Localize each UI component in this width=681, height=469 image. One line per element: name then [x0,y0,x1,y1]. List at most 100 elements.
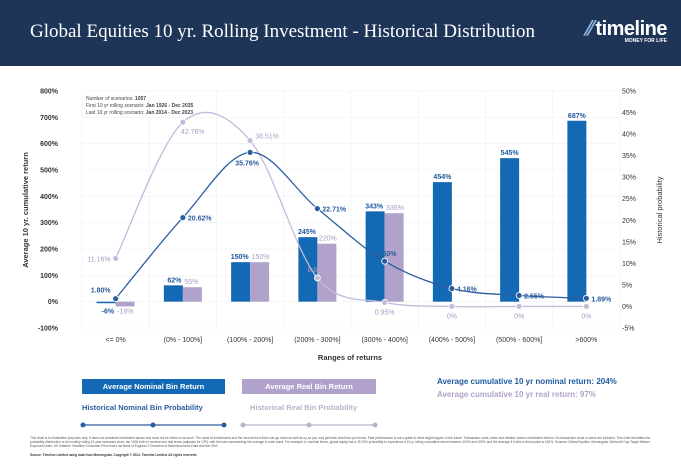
real-probability-point [448,303,456,310]
y2-tick-label: 25% [622,196,636,203]
real-probability-label: 38.51% [255,134,279,141]
nominal-bar-label: 545% [501,150,520,157]
nominal-bar-label: 343% [365,203,384,210]
logo-swoosh-icon: ⫽ [584,18,593,40]
real-bar [384,213,404,302]
real-bar-label: 220% [319,236,337,243]
nominal-probability-point [313,205,321,212]
real-probability-label: 11.16% [87,256,110,263]
legend-nominal-line-label: Historical Nominal Bin Probability [82,403,203,412]
y2-tick-label: 10% [622,261,636,268]
nominal-bar [500,158,520,302]
gridlines [81,90,621,329]
y2-axis-title: Historical probability [655,176,664,243]
nominal-bar [163,285,183,302]
scenario-info: Number of scenarios: 1057 First 10 yr ro… [86,96,194,116]
nominal-bar-label: 687% [568,113,587,120]
real-bar [182,287,202,302]
real-probability-label: 0% [581,313,591,320]
nominal-probability-label: 22.71% [322,207,347,214]
real-bar-label: 150% [252,254,270,261]
disclaimer: This chart is for illustrative purposes … [30,436,651,449]
nominal-bar [567,120,587,302]
real-probability-point [381,298,389,306]
page-title: Global Equities 10 yr. Rolling Investmen… [30,21,536,42]
x-tick-label: <= 0% [106,337,126,344]
real-probability-label: 0% [447,313,457,320]
real-bar [250,262,270,302]
y-tick-label: 100% [40,273,59,280]
timeline-logo: ⫽ timeline MONEY FOR LIFE [584,18,667,44]
nominal-bar [96,301,116,304]
nominal-bar-label: 245% [298,229,317,236]
y-tick-label: 0% [48,299,59,306]
data-labels: -6% 62% 150% 245% 343% 454% 545% 687% -18% 55% 150… [87,113,612,321]
real-probability-label: 0% [514,313,524,320]
y-tick-label: 200% [40,247,59,254]
footer: This chart is for illustrative purposes … [30,436,655,457]
nominal-bar-label: 454% [433,174,452,181]
real-probability-point [582,303,590,310]
nominal-bar [365,211,385,302]
x-tick-label: (300% - 400%] [361,337,407,344]
avg-nominal-return: Average cumulative 10 yr nominal return:… [437,377,617,386]
nominal-probability-point [246,148,254,156]
nominal-probability-label: 4.16% [457,287,478,294]
nominal-probability-point [582,294,590,302]
y-tick-label: -100% [38,326,59,333]
bars [96,120,587,307]
y2-tick-label: 40% [622,132,636,139]
nominal-probability-point [112,295,120,303]
axis-ticks: -100% 0% 100% 200% 300% 400% 500% 600% 700% 800% -… [38,89,636,345]
legend-real-bar: Average Real Bin Return [242,379,376,394]
y2-tick-label: 20% [622,218,636,225]
y2-tick-label: 0% [622,304,632,311]
y-tick-label: 400% [40,194,59,201]
y-tick-label: 800% [40,89,59,96]
nominal-bar-label: 150% [231,254,250,261]
y2-tick-label: 30% [622,175,636,182]
x-tick-label: (200% - 300%] [294,337,340,344]
y-tick-label: 300% [40,220,59,227]
x-tick-label: (100% - 200%] [227,337,273,344]
nominal-probability-point [448,285,456,292]
legend-real-line-label: Historical Real Bin Probability [250,403,358,412]
y2-tick-label: 35% [622,153,636,160]
svg-text:First 10 yr rolling scenario:: First 10 yr rolling scenario: Jan 1926 -… [86,103,194,109]
y2-tick-label: 15% [622,239,636,246]
logo-tagline: MONEY FOR LIFE [624,38,667,44]
real-probability-label: 6.62% [307,267,327,274]
x-tick-label: (500% - 600%] [496,337,542,344]
nominal-probability-point [179,214,187,222]
svg-text:Number of scenarios: 1057: Number of scenarios: 1057 [86,96,146,102]
nominal-bar-label: -6% [102,309,115,316]
logo-text: timeline [595,18,667,40]
real-probability-label: 0.95% [375,309,395,316]
nominal-bar [231,262,251,302]
nominal-probability-point [381,257,389,265]
y2-tick-label: 5% [622,282,632,289]
x-tick-label: >600% [575,337,597,344]
nominal-probability-label: 10.50% [373,251,398,258]
nominal-probability-label: 2.55% [524,293,545,300]
y2-tick-label: 45% [622,110,636,117]
y-tick-label: 500% [40,168,59,175]
y-tick-label: 600% [40,141,59,148]
legend-nominal-line [80,422,227,428]
x-axis-title: Ranges of returns [318,353,382,362]
real-probability-point [313,274,321,282]
legend-nominal-bar: Average Nominal Bin Return [82,379,225,394]
real-bar-label: 336% [386,205,404,212]
y-axis-title: Average 10 yr. cumulative return [21,152,30,268]
header-banner: Global Equities 10 yr. Rolling Investmen… [0,0,681,66]
real-probability-point [246,137,254,144]
nominal-probability-point [515,292,523,299]
real-bar [317,243,337,302]
real-bar-label: -18% [117,309,133,316]
nominal-probability-label: 20.62% [188,216,213,223]
x-tick-label: (400% - 500%] [429,337,475,344]
nominal-bar-label: 62% [167,277,182,284]
probability-lines [112,111,590,310]
real-probability-point [179,118,187,126]
nominal-probability-label: 1.89% [591,296,612,303]
